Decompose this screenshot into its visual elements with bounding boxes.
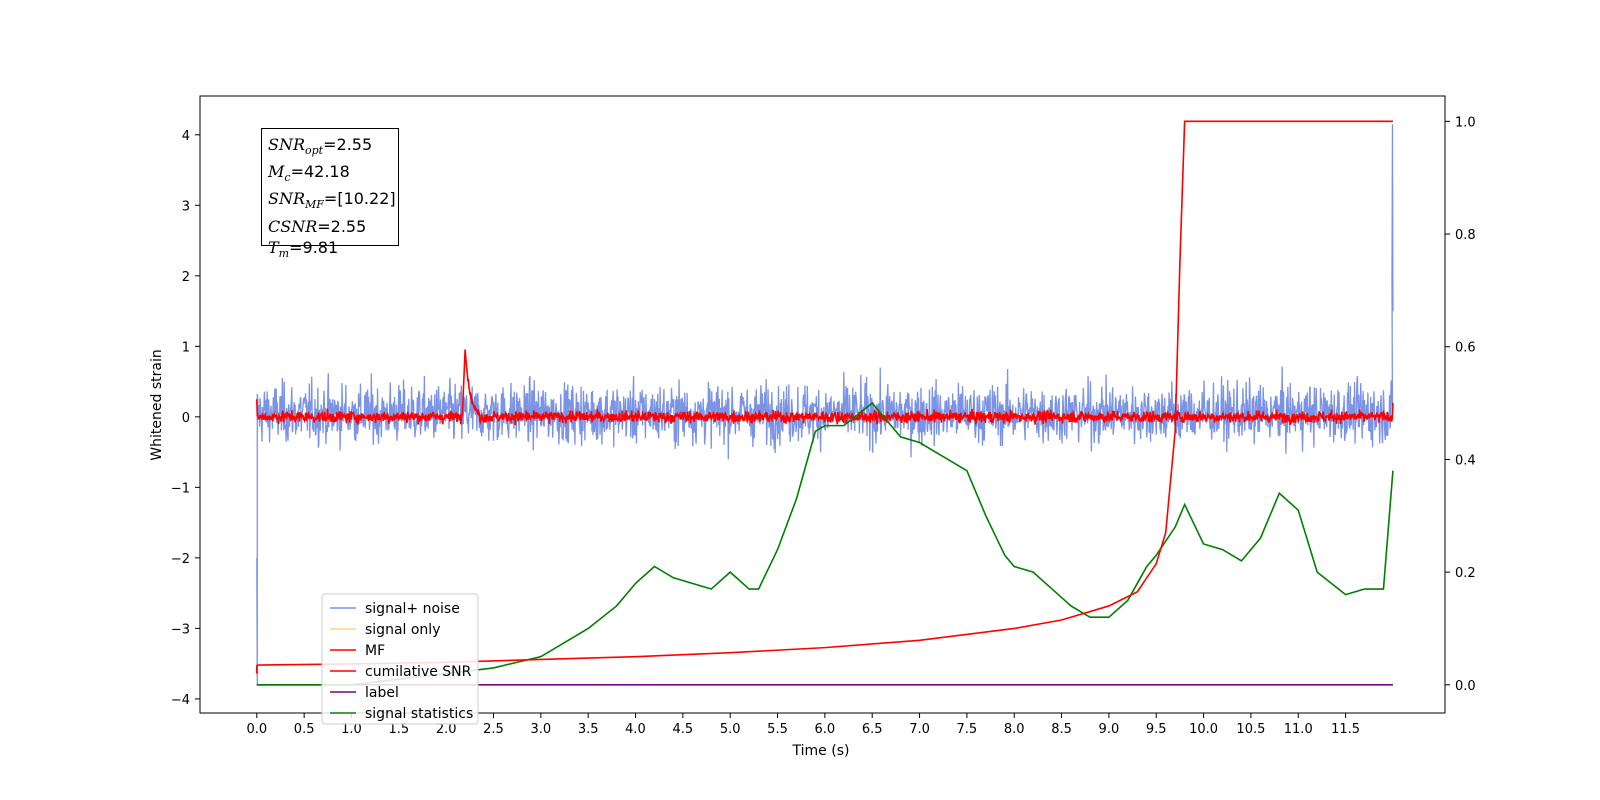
x-tick-label: 4.0 [625, 722, 646, 737]
x-tick-label: 0.0 [246, 722, 267, 737]
x-tick-label: 2.5 [483, 722, 504, 737]
y-axis-title: Whitened strain [149, 349, 165, 460]
x-tick-label: 5.5 [767, 722, 788, 737]
x-tick-label: 11.0 [1284, 722, 1313, 737]
legend: signal+ noise signal only MF cumilative SNR… [321, 593, 479, 725]
series-cumulative-snr [256, 120, 1393, 666]
x-tick-label: 2.0 [436, 722, 457, 737]
y-axis-right: 0.0 0.2 0.4 0.6 0.8 1.0 [1445, 115, 1476, 694]
snr-opt-line: SNRopt=2.55 [268, 135, 373, 158]
y2-tick-label: 0.6 [1455, 341, 1476, 356]
x-tick-label: 8.5 [1051, 722, 1072, 737]
mc-line: Mc=42.18 [268, 162, 350, 185]
stats-textbox: SNRopt=2.55 Mc=42.18 SNRMF=[10.22] CSNR=… [261, 128, 399, 260]
y2-tick-label: 1.0 [1455, 115, 1476, 130]
x-tick-label: 5.0 [720, 722, 741, 737]
x-axis-title: Time (s) [792, 743, 850, 759]
legend-entry-label: signal only [365, 622, 440, 638]
x-tick-label: 8.0 [1004, 722, 1025, 737]
y-tick-label: −1 [171, 481, 190, 496]
x-tick-label: 1.0 [341, 722, 362, 737]
snr-mf-line: SNRMF=[10.22] [268, 189, 396, 212]
x-tick-label: 10.0 [1189, 722, 1218, 737]
x-tick-label: 6.0 [815, 722, 836, 737]
x-tick-label: 11.5 [1331, 722, 1360, 737]
y-tick-label: 0 [182, 411, 190, 426]
y-tick-label: −3 [171, 622, 190, 637]
tm-line: Tm=9.81 [268, 237, 339, 260]
csnr-line: CSNR=2.55 [268, 216, 367, 236]
plot-frame [199, 95, 1446, 714]
y-tick-label: 4 [182, 129, 190, 144]
y-tick-label: 3 [182, 199, 190, 214]
legend-box [321, 593, 479, 725]
x-tick-label: 10.5 [1236, 722, 1265, 737]
y-tick-label: 2 [182, 270, 190, 285]
y2-tick-label: 0.0 [1455, 679, 1476, 694]
x-tick-label: 7.5 [957, 722, 978, 737]
x-tick-label: 9.5 [1146, 722, 1167, 737]
x-tick-label: 3.5 [578, 722, 599, 737]
x-tick-label: 6.5 [862, 722, 883, 737]
series-signal-noise [256, 124, 1394, 685]
y2-tick-label: 0.2 [1455, 566, 1476, 581]
legend-entry-label: MF [365, 643, 385, 659]
series-mf [256, 349, 1394, 426]
x-tick-label: 3.0 [530, 722, 551, 737]
x-tick-label: 0.5 [294, 722, 315, 737]
x-tick-label: 7.0 [909, 722, 930, 737]
legend-entry-label: signal+ noise [365, 601, 460, 617]
x-tick-label: 1.5 [388, 722, 409, 737]
y-axis-left: −4 −3 −2 −1 0 1 2 3 4 [171, 129, 200, 708]
y2-tick-label: 0.8 [1455, 228, 1476, 243]
x-axis: 0.0 0.5 1.0 1.5 2.0 2.5 3.0 3.5 4.0 4.5 5.0 5.5 6.0 6… [246, 713, 1360, 737]
y-tick-label: −2 [171, 552, 190, 567]
y-tick-label: −4 [171, 693, 190, 708]
x-tick-label: 4.5 [673, 722, 694, 737]
legend-entry-label: label [365, 685, 399, 701]
legend-entry-label: cumilative SNR [365, 664, 472, 680]
x-tick-label: 9.0 [1099, 722, 1120, 737]
y2-tick-label: 0.4 [1455, 453, 1476, 468]
y-tick-label: 1 [182, 340, 190, 355]
legend-entry-label: signal statistics [365, 706, 473, 722]
series-signal-statistics [256, 401, 1394, 686]
